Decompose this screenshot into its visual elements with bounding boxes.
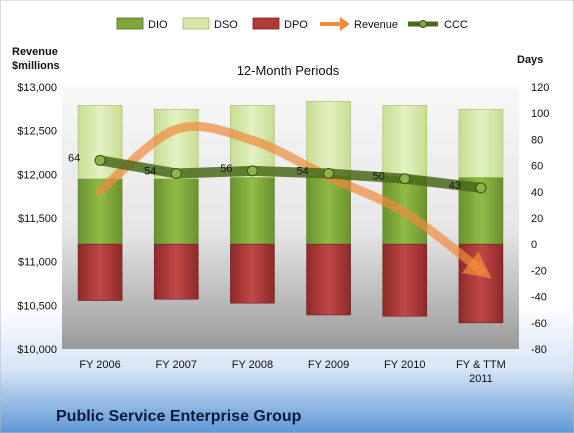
- bar-dio: [153, 178, 199, 245]
- right-tick-label: 40: [531, 187, 543, 199]
- bar-dpo: [382, 243, 428, 317]
- ccc-point: [323, 167, 335, 179]
- ccc-data-label: 64: [68, 152, 80, 164]
- legend-swatch-dpo: [252, 17, 280, 30]
- right-tick-label: 120: [531, 82, 549, 94]
- ccc-point: [170, 167, 182, 179]
- left-axis-label-line2: $millions: [12, 60, 60, 72]
- x-axis-labels: FY 2006 FY 2007 FY 2008 FY 2009 FY 2010 FY & …: [79, 359, 505, 385]
- bar-dso: [306, 101, 351, 177]
- ccc-line: [95, 155, 486, 193]
- legend-swatch-dso: [182, 17, 210, 30]
- x-tick-label: FY 2008: [232, 359, 273, 371]
- ccc-point: [246, 165, 258, 177]
- ccc-point: [475, 182, 487, 194]
- company-name: Public Service Enterprise Group: [56, 408, 302, 425]
- right-tick-label: 80: [531, 134, 543, 146]
- left-tick-label: $13,000: [17, 82, 57, 94]
- ccc-layer: 64 54 56 54 50 43: [68, 152, 487, 194]
- left-tick-label: $12,000: [17, 169, 57, 181]
- right-axis-label: Days: [517, 54, 543, 66]
- legend: DIO DSO DPO Revenue CCC: [116, 17, 468, 31]
- ccc-data-label: 43: [449, 180, 461, 192]
- right-tick-label: -80: [531, 344, 547, 356]
- legend-label-ccc: CCC: [444, 19, 468, 31]
- legend-label-revenue: Revenue: [354, 19, 398, 31]
- bar-dso: [382, 105, 428, 177]
- left-axis-label-line1: Revenue: [12, 46, 58, 58]
- legend-label-dio: DIO: [148, 19, 168, 31]
- right-axis-ticks: -80 -60 -40 -20 0 20 40 60 80 100 120: [531, 82, 549, 356]
- plot-area: [62, 87, 519, 349]
- left-tick-label: $11,500: [18, 213, 57, 225]
- left-tick-label: $10,000: [17, 344, 57, 356]
- legend-label-dso: DSO: [214, 19, 238, 31]
- x-tick-label-line2: 2011: [469, 373, 493, 385]
- legend-marker-ccc: [419, 20, 427, 28]
- right-tick-label: 60: [531, 161, 543, 173]
- ccc-point: [399, 173, 411, 185]
- left-axis-ticks: $10,000 $10,500 $11,000 $11,500 $12,000 $12,5…: [17, 82, 57, 356]
- chart-title: 12-Month Periods: [237, 63, 340, 78]
- revenue-line: [95, 121, 492, 279]
- x-tick-label: FY 2006: [79, 359, 120, 371]
- revenue-layer: [95, 121, 492, 279]
- x-tick-label: FY 2007: [156, 359, 197, 371]
- right-tick-label: 100: [531, 108, 549, 120]
- bar-dpo: [306, 243, 351, 316]
- x-tick-label: FY 2009: [308, 359, 349, 371]
- x-tick-label: FY 2010: [384, 359, 425, 371]
- ccc-data-label: 54: [144, 165, 156, 177]
- bar-dso: [458, 108, 504, 178]
- bars: [77, 101, 504, 324]
- right-tick-label: 20: [531, 213, 543, 225]
- ccc-point: [94, 154, 106, 166]
- left-tick-label: $12,500: [17, 126, 57, 138]
- legend-label-dpo: DPO: [284, 19, 308, 31]
- ccc-data-label: 50: [373, 171, 385, 183]
- bar-dpo: [153, 243, 199, 300]
- ccc-data-label: 56: [220, 163, 232, 175]
- left-tick-label: $10,500: [17, 300, 57, 312]
- right-tick-label: -60: [531, 318, 547, 330]
- right-tick-label: -40: [531, 292, 547, 304]
- legend-arrowhead-revenue: [340, 17, 350, 31]
- x-tick-label: FY & TTM: [456, 359, 506, 371]
- right-tick-label: -20: [531, 265, 547, 277]
- right-tick-label: 0: [531, 239, 537, 251]
- left-tick-label: $11,000: [18, 257, 57, 269]
- ccc-data-label: 54: [296, 165, 308, 177]
- bar-dpo: [230, 243, 275, 304]
- bar-dpo: [77, 243, 123, 301]
- legend-swatch-dio: [116, 17, 144, 30]
- bar-dio: [230, 177, 275, 245]
